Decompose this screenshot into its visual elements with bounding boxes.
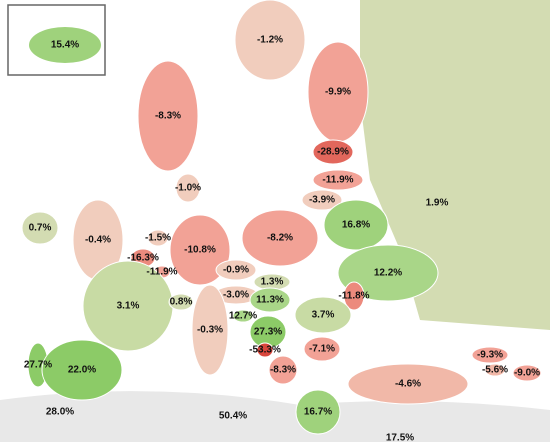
- region-label: -1.0%: [175, 183, 201, 194]
- region-label: 12.2%: [374, 268, 402, 279]
- region: [175, 173, 201, 203]
- region-label: 27.3%: [254, 327, 282, 338]
- region-label: -1.5%: [145, 233, 171, 244]
- region-label: 17.5%: [386, 433, 414, 442]
- region: [41, 339, 123, 401]
- region: [303, 336, 341, 362]
- region-label: 12.7%: [229, 311, 257, 322]
- region-label: 0.7%: [29, 223, 52, 234]
- region-label: -8.3%: [270, 365, 296, 376]
- region-label: 15.4%: [51, 40, 79, 51]
- region: [21, 211, 59, 245]
- region-label: 28.0%: [46, 407, 74, 418]
- region-label: 1.3%: [261, 277, 284, 288]
- region: [234, 0, 306, 81]
- region-label: -28.9%: [317, 147, 349, 158]
- region-label: 27.7%: [24, 360, 52, 371]
- region-label: -3.9%: [309, 195, 335, 206]
- region: [249, 287, 291, 313]
- region: [147, 229, 169, 247]
- region: [191, 284, 229, 376]
- region-label: -3.0%: [223, 290, 249, 301]
- region: [256, 342, 274, 358]
- region-label: -10.8%: [184, 245, 216, 256]
- region-label: 16.7%: [304, 407, 332, 418]
- region: [312, 169, 364, 191]
- region: [232, 309, 254, 323]
- region-label: -11.9%: [322, 175, 353, 186]
- region: [312, 139, 354, 165]
- region-label: -9.0%: [514, 368, 540, 379]
- region-label: 50.4%: [219, 411, 247, 422]
- region: [294, 296, 352, 334]
- region-label: -9.9%: [325, 87, 351, 98]
- region-label: 1.9%: [426, 198, 449, 209]
- region-label: -11.9%: [146, 267, 177, 278]
- region: [512, 364, 542, 382]
- region-label: -9.3%: [477, 350, 503, 361]
- region: [471, 346, 509, 364]
- region: [343, 281, 365, 311]
- region: [169, 214, 231, 286]
- region-label: -0.3%: [197, 325, 223, 336]
- region-label: -0.4%: [85, 235, 111, 246]
- region-label: 3.7%: [312, 310, 335, 321]
- region: [137, 60, 199, 172]
- region: [347, 363, 469, 405]
- region-label: -0.9%: [223, 265, 249, 276]
- region-label: 0.8%: [170, 297, 193, 308]
- region: [168, 293, 194, 311]
- region-label: -11.8%: [338, 291, 369, 302]
- region-label: -4.6%: [395, 379, 421, 390]
- region-label: -53.3%: [249, 345, 281, 356]
- region: [323, 199, 389, 251]
- region-label: 3.1%: [117, 301, 140, 312]
- region: [295, 389, 341, 435]
- region-label: -8.3%: [155, 111, 181, 122]
- region-label: -7.1%: [309, 344, 335, 355]
- region-label: -16.3%: [127, 253, 159, 264]
- region-label: 11.3%: [256, 295, 284, 306]
- region: [241, 209, 319, 267]
- region: [301, 189, 343, 211]
- region: [215, 259, 257, 281]
- region-label: 16.8%: [342, 220, 370, 231]
- region-label: -8.2%: [267, 233, 293, 244]
- region-label: -5.6%: [482, 365, 508, 376]
- region: [337, 244, 439, 302]
- region: [29, 27, 101, 63]
- region-label: -1.2%: [257, 35, 283, 46]
- region-label: 22.0%: [68, 365, 96, 376]
- region: [268, 355, 298, 385]
- region: [484, 363, 506, 377]
